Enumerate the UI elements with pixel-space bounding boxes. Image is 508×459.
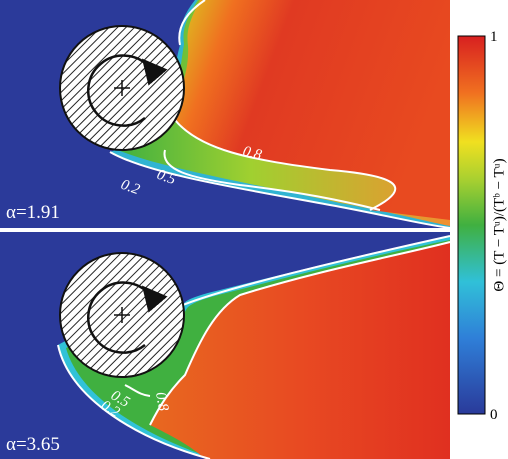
colorbar (457, 35, 486, 415)
alpha-label: α=1.91 (6, 202, 60, 223)
colorbar-tick-label: 1 (490, 29, 498, 45)
colorbar-tick-label: 0 (490, 407, 498, 423)
contour-label: 0.5 (155, 167, 179, 189)
contour-label: 0.8 (152, 391, 171, 413)
contour-label: 0.8 (241, 143, 264, 163)
panel-top (0, 0, 451, 229)
panel-bottom (0, 232, 451, 459)
colorbar-label: Θ = (T − Tᵘ)/(Tᵇ − Tᵘ) (491, 158, 507, 291)
alpha-label: α=3.65 (6, 434, 60, 455)
contour-label: 0.2 (119, 177, 143, 199)
